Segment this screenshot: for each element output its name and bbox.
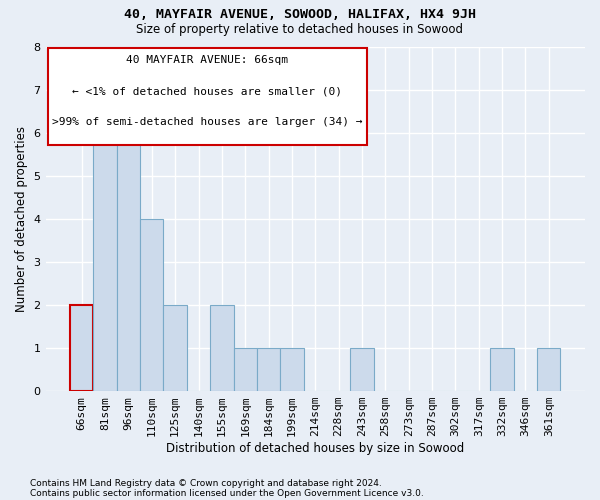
Text: 40 MAYFAIR AVENUE: 66sqm: 40 MAYFAIR AVENUE: 66sqm	[127, 55, 289, 65]
X-axis label: Distribution of detached houses by size in Sowood: Distribution of detached houses by size …	[166, 442, 464, 455]
Bar	[210, 305, 233, 391]
Text: Size of property relative to detached houses in Sowood: Size of property relative to detached ho…	[137, 22, 464, 36]
FancyBboxPatch shape	[48, 48, 367, 144]
Text: >99% of semi-detached houses are larger (34) →: >99% of semi-detached houses are larger …	[52, 117, 362, 127]
Bar	[117, 90, 140, 391]
Bar	[233, 348, 257, 391]
Text: Contains HM Land Registry data © Crown copyright and database right 2024.: Contains HM Land Registry data © Crown c…	[30, 478, 382, 488]
Text: Contains public sector information licensed under the Open Government Licence v3: Contains public sector information licen…	[30, 488, 424, 498]
Bar	[257, 348, 280, 391]
Bar	[537, 348, 560, 391]
Bar	[70, 305, 94, 391]
Bar	[94, 90, 117, 391]
Text: ← <1% of detached houses are smaller (0): ← <1% of detached houses are smaller (0)	[73, 86, 343, 96]
Bar	[140, 219, 163, 391]
Text: 40, MAYFAIR AVENUE, SOWOOD, HALIFAX, HX4 9JH: 40, MAYFAIR AVENUE, SOWOOD, HALIFAX, HX4…	[124, 8, 476, 20]
Bar	[163, 305, 187, 391]
Bar	[490, 348, 514, 391]
Y-axis label: Number of detached properties: Number of detached properties	[15, 126, 28, 312]
Bar	[280, 348, 304, 391]
Bar	[350, 348, 374, 391]
